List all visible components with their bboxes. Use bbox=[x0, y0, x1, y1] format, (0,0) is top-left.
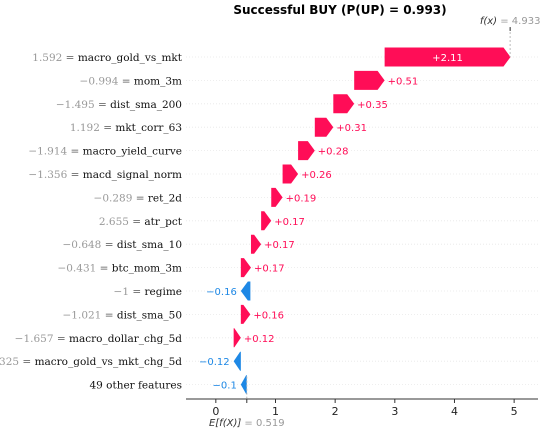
bar-dist_sma_50 bbox=[240, 304, 251, 324]
bar-ret_2d bbox=[271, 187, 283, 207]
bar-regime bbox=[240, 281, 251, 301]
feature-name: dist_sma_10 bbox=[117, 239, 182, 251]
base-value-label: E[f(X)] = 0.519 bbox=[209, 418, 285, 429]
x-tick-label: 5 bbox=[511, 405, 518, 418]
feature-label: −0.431 = btc_mom_3m bbox=[57, 263, 182, 275]
feature-label: −0.994 = mom_3m bbox=[80, 75, 183, 87]
feature-label: 1.192 = mkt_corr_63 bbox=[70, 122, 182, 134]
bar-atr_pct bbox=[261, 211, 272, 231]
feature-label: −1.356 = macd_signal_norm bbox=[28, 169, 182, 181]
feature-name: regime bbox=[145, 286, 182, 298]
bar-mom_3m bbox=[354, 70, 385, 90]
chart-title: Successful BUY (P(UP) = 0.993) bbox=[233, 3, 446, 17]
contribution-label: +0.12 bbox=[244, 334, 275, 345]
feature-label: −1.914 = macro_yield_curve bbox=[28, 146, 182, 158]
contribution-label: +0.35 bbox=[357, 100, 388, 111]
final-value-label: f(x) = 4.933 bbox=[480, 16, 541, 27]
contribution-label: +0.19 bbox=[286, 193, 317, 204]
feature-name: mkt_corr_63 bbox=[115, 122, 182, 134]
feature-labels: 1.592 = macro_gold_vs_mkt −0.994 = mom_3m… bbox=[0, 52, 183, 392]
feature-name: 49 other features bbox=[89, 380, 182, 392]
feature-value: −1.356 bbox=[28, 169, 67, 181]
feature-value: 1.192 bbox=[70, 122, 100, 134]
x-tick-label: 1 bbox=[272, 405, 279, 418]
contribution-label: +0.28 bbox=[318, 147, 349, 158]
contribution-label: +2.11 bbox=[432, 53, 463, 64]
feature-label: 49 other features bbox=[89, 380, 182, 392]
feature-value: −0.648 bbox=[63, 239, 102, 251]
bar-btc_mom_3m bbox=[240, 258, 251, 278]
feature-name: ret_2d bbox=[148, 192, 182, 204]
bar-macro_dollar_chg_5d bbox=[233, 328, 241, 348]
feature-label: −1.495 = dist_sma_200 bbox=[56, 99, 182, 111]
contribution-label: +0.17 bbox=[254, 264, 285, 275]
bar-49-other-features bbox=[240, 375, 247, 395]
feature-value: −0.994 bbox=[80, 75, 119, 87]
bar-macro_yield_curve bbox=[298, 141, 315, 161]
feature-name: btc_mom_3m bbox=[112, 263, 182, 275]
contribution-label: +0.31 bbox=[336, 123, 367, 134]
contribution-label: +0.17 bbox=[274, 217, 305, 228]
bar-dist_sma_200 bbox=[333, 94, 355, 114]
feature-value: −1.657 bbox=[15, 333, 54, 345]
feature-value: 2.655 bbox=[99, 216, 129, 228]
feature-label: −0.289 = ret_2d bbox=[94, 192, 183, 204]
feature-name: atr_pct bbox=[144, 216, 182, 228]
contribution-label: −0.16 bbox=[206, 287, 237, 298]
bar-macro_gold_vs_mkt bbox=[384, 47, 511, 67]
feature-label: −1.657 = macro_dollar_chg_5d bbox=[15, 333, 183, 345]
feature-label: 2.655 = atr_pct bbox=[99, 216, 183, 228]
contribution-label: +0.51 bbox=[388, 76, 419, 87]
contribution-label: +0.16 bbox=[253, 310, 284, 321]
contribution-label: −0.1 bbox=[213, 381, 237, 392]
x-tick-label: 4 bbox=[451, 405, 458, 418]
feature-value: −1.021 bbox=[63, 309, 102, 321]
base-value-marker: E[f(X)] = 0.519 bbox=[209, 376, 285, 429]
bars: +2.11 +0.51 +0.35 +0.31 +0.28 +0.26 +0.19 +0.17… bbox=[199, 47, 511, 395]
feature-label: −1.021 = dist_sma_50 bbox=[63, 309, 183, 321]
feature-name: macro_dollar_chg_5d bbox=[69, 333, 182, 345]
feature-value: −1.495 bbox=[56, 99, 95, 111]
feature-name: dist_sma_50 bbox=[117, 309, 182, 321]
feature-value: −0.289 bbox=[94, 192, 133, 204]
feature-label: 2.325 = macro_gold_vs_mkt_chg_5d bbox=[0, 356, 182, 368]
contribution-label: +0.26 bbox=[301, 170, 332, 181]
contribution-label: +0.17 bbox=[264, 240, 295, 251]
feature-label: −0.648 = dist_sma_10 bbox=[63, 239, 183, 251]
feature-label: 1.592 = macro_gold_vs_mkt bbox=[32, 52, 182, 64]
x-tick-label: 0 bbox=[212, 405, 219, 418]
feature-name: dist_sma_200 bbox=[110, 99, 182, 111]
x-tick-label: 2 bbox=[332, 405, 339, 418]
bar-macd_signal_norm bbox=[282, 164, 299, 184]
feature-value: −1.914 bbox=[28, 146, 67, 158]
feature-value: 2.325 bbox=[0, 356, 19, 368]
feature-name: macd_signal_norm bbox=[83, 169, 182, 181]
contribution-label: −0.12 bbox=[199, 357, 230, 368]
feature-value: −1 bbox=[114, 286, 129, 298]
bar-mkt_corr_63 bbox=[314, 117, 334, 137]
feature-name: macro_yield_curve bbox=[83, 146, 182, 158]
feature-label: −1 = regime bbox=[114, 286, 182, 298]
feature-name: macro_gold_vs_mkt_chg_5d bbox=[35, 356, 183, 368]
feature-name: mom_3m bbox=[134, 75, 182, 87]
feature-value: −0.431 bbox=[57, 263, 96, 275]
final-value-marker: f(x) = 4.933 bbox=[480, 16, 541, 57]
feature-value: 1.592 bbox=[32, 52, 62, 64]
bar-dist_sma_10 bbox=[250, 234, 262, 254]
feature-name: macro_gold_vs_mkt bbox=[78, 52, 183, 64]
x-tick-label: 3 bbox=[391, 405, 398, 418]
x-axis: 0 1 2 3 4 5 bbox=[186, 398, 538, 418]
bar-macro_gold_vs_mkt_chg_5d bbox=[233, 351, 241, 371]
